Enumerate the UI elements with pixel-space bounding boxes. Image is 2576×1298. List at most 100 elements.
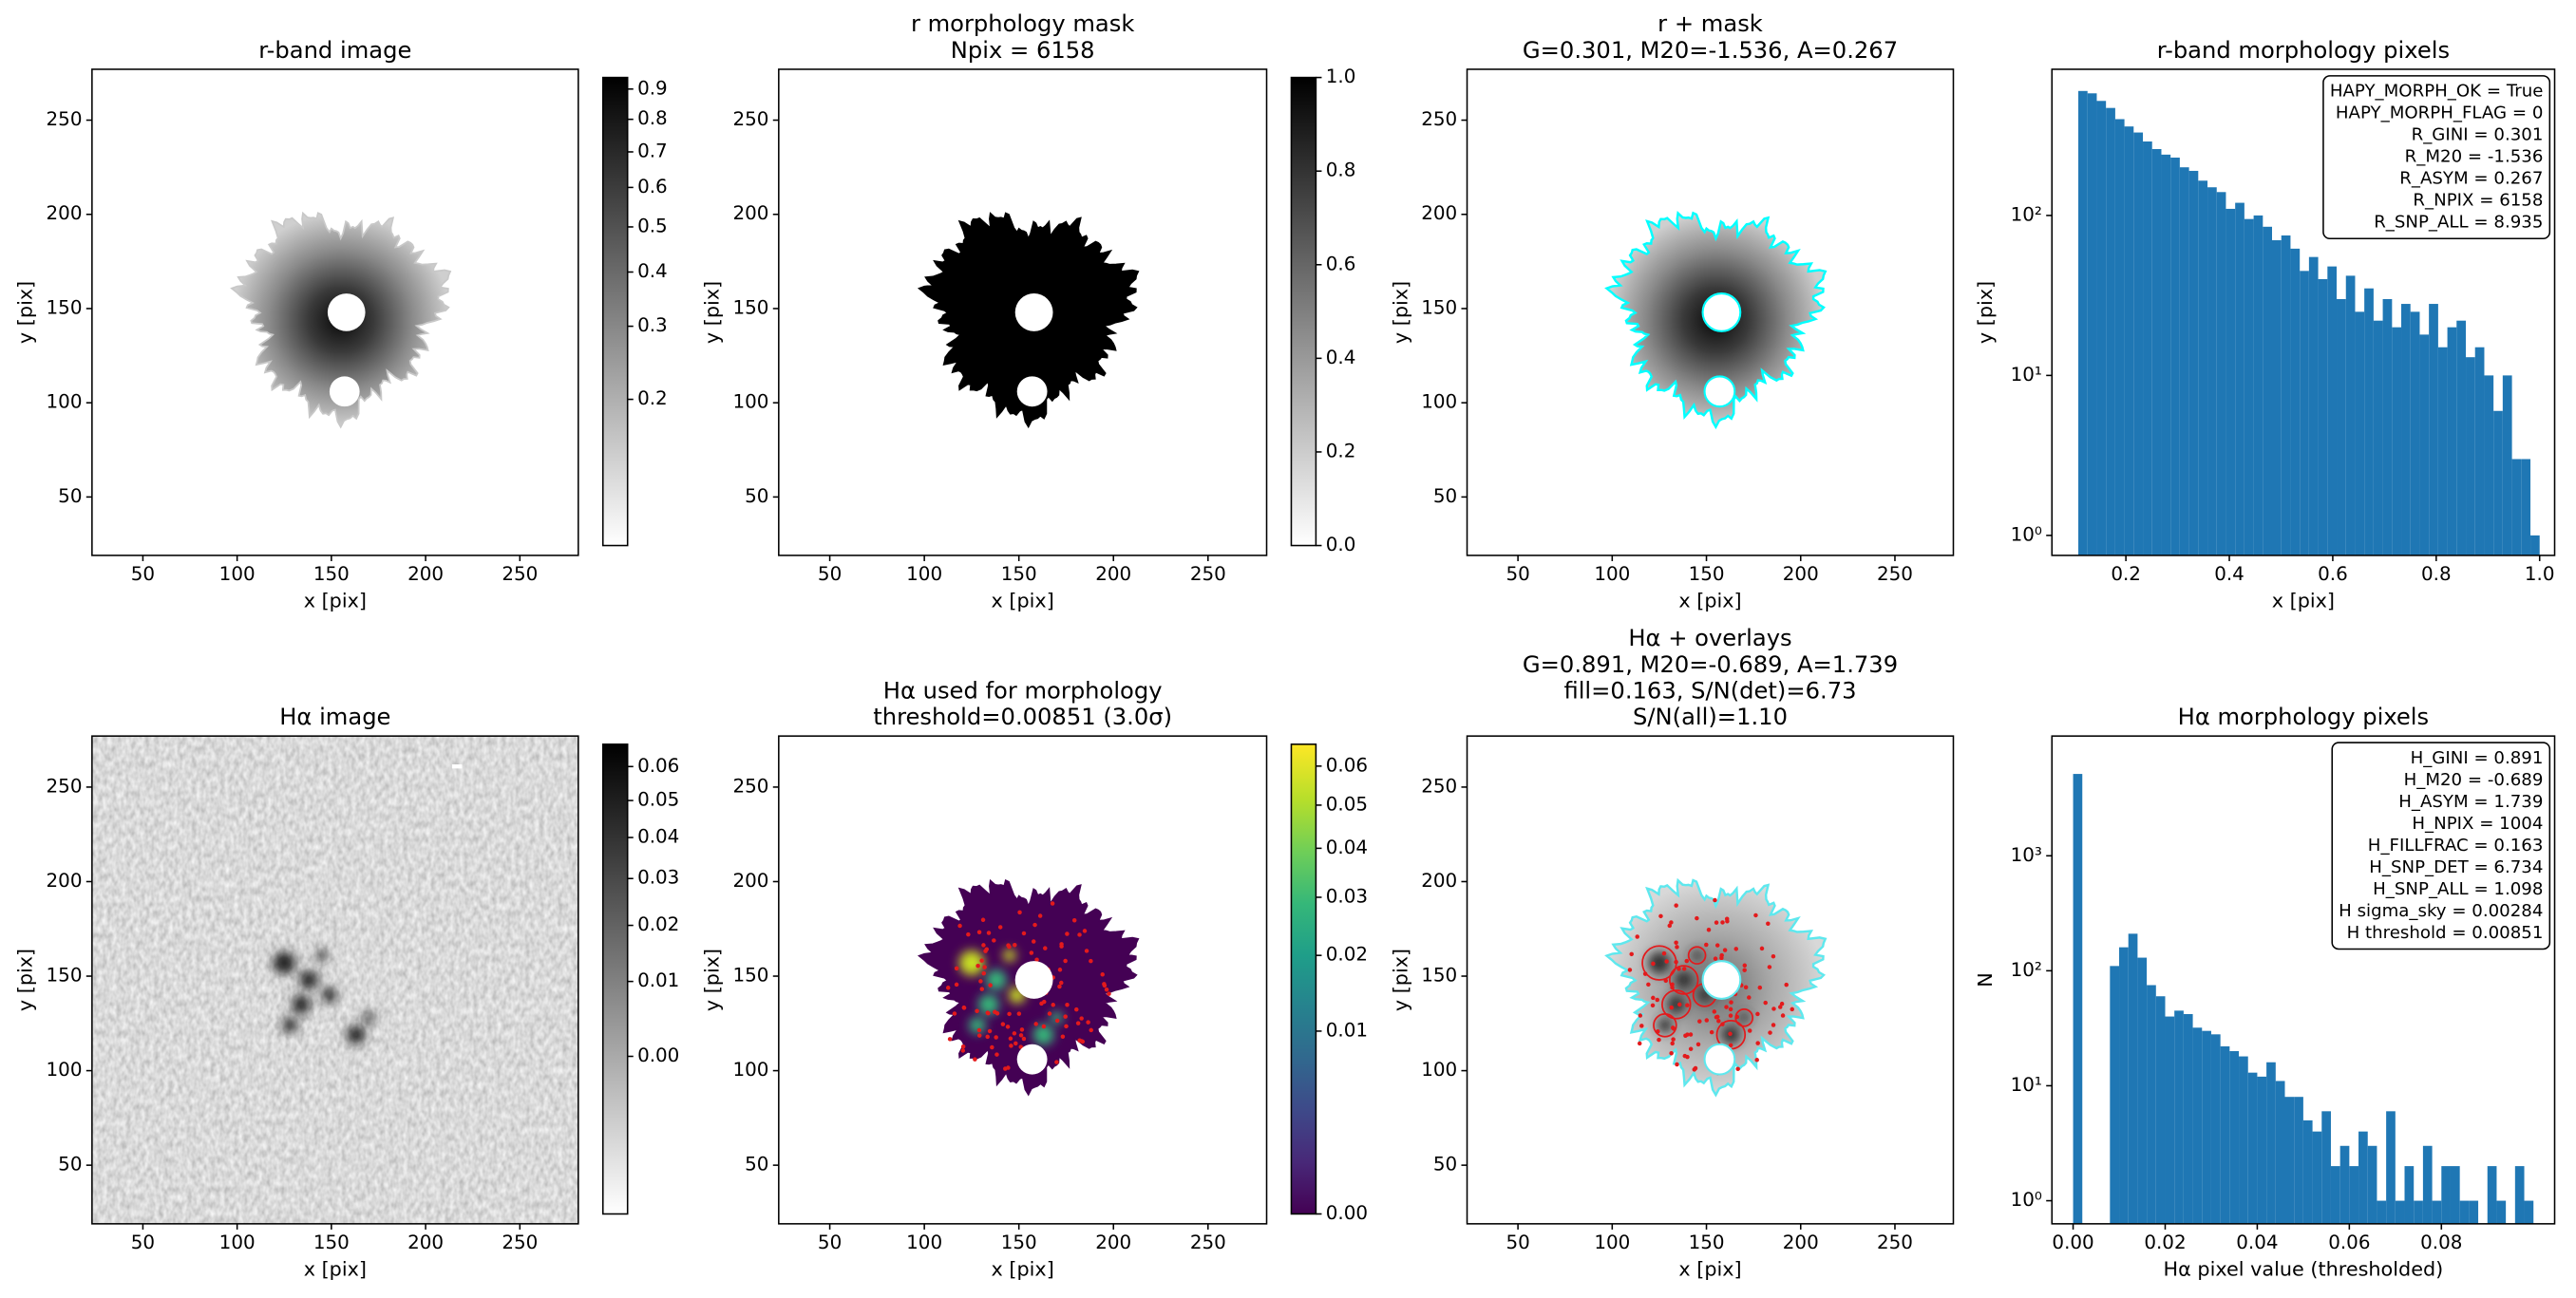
histogram-bar xyxy=(2339,1145,2350,1224)
histogram-bar xyxy=(2386,1111,2396,1224)
histogram-bar xyxy=(2401,304,2411,555)
peak-marker xyxy=(1753,912,1758,918)
peak-marker xyxy=(976,1027,982,1033)
peak-marker xyxy=(1638,1013,1643,1018)
peak-marker xyxy=(1104,987,1109,992)
emission-blob xyxy=(346,1025,366,1044)
peak-marker xyxy=(1695,915,1699,921)
panel-title: Hα morphology pixels xyxy=(2178,704,2430,730)
emission-blob xyxy=(363,1011,375,1024)
histogram-bar xyxy=(2441,1166,2451,1224)
peak-marker xyxy=(1670,982,1675,987)
histogram-bar xyxy=(2087,93,2097,555)
histogram-bar xyxy=(2395,1200,2405,1224)
x-tick-label: 100 xyxy=(906,1232,942,1253)
histogram-bar xyxy=(2321,1111,2331,1224)
peak-marker xyxy=(1675,945,1679,950)
peak-marker xyxy=(1768,1030,1772,1035)
x-tick-label: 200 xyxy=(1095,563,1131,585)
peak-marker xyxy=(1658,913,1663,919)
peak-marker xyxy=(1706,928,1712,932)
emission-blob xyxy=(292,994,312,1014)
histogram-bar xyxy=(2239,1056,2248,1224)
peak-marker xyxy=(1018,1044,1023,1049)
x-tick-label: 0.06 xyxy=(2328,1232,2370,1253)
peak-marker xyxy=(1688,1032,1694,1037)
y-tick-label: 150 xyxy=(47,296,83,318)
x-tick-label: 0.6 xyxy=(2318,563,2348,585)
colorbar-tick-label: 0.2 xyxy=(637,387,668,409)
peak-marker xyxy=(1790,1006,1794,1012)
histogram-bar xyxy=(2312,1131,2322,1224)
peak-marker xyxy=(1695,1042,1701,1047)
stats-line: H_ASYM = 1.739 xyxy=(2398,792,2543,812)
histogram-bar xyxy=(2133,132,2144,555)
y-tick-label: 250 xyxy=(733,775,769,797)
histogram-bar xyxy=(2487,1166,2497,1224)
peak-marker xyxy=(1013,943,1017,948)
peak-marker xyxy=(1714,943,1720,948)
histogram-bar xyxy=(2521,459,2531,555)
peak-marker xyxy=(1715,1014,1720,1020)
y-tick-label: 100 xyxy=(733,1059,769,1081)
stats-line: H_SNP_DET = 6.734 xyxy=(2369,857,2543,877)
peak-marker xyxy=(981,943,986,948)
colorbar-tick-label: 0.0 xyxy=(1326,534,1356,555)
peak-marker xyxy=(1009,1044,1013,1048)
peak-marker xyxy=(1047,1011,1052,1016)
histogram-bar xyxy=(2484,375,2494,555)
colorbar xyxy=(1290,76,1317,547)
histogram-bar xyxy=(2459,1200,2470,1224)
histogram-bar xyxy=(2266,1062,2276,1224)
emission-blob xyxy=(1666,994,1686,1014)
histogram-bar xyxy=(2429,304,2438,555)
histogram-bar xyxy=(2220,1045,2230,1224)
peak-marker xyxy=(1712,1009,1717,1014)
peak-marker xyxy=(1629,951,1634,957)
y-tick-label: 50 xyxy=(58,1154,82,1176)
peak-marker xyxy=(1724,1005,1729,1009)
colorbar-tick-label: 0.00 xyxy=(637,1044,679,1066)
peak-marker xyxy=(1003,1066,1008,1071)
emission-blob xyxy=(1050,1011,1064,1025)
x-tick-label: 50 xyxy=(818,563,842,585)
colorbar-tick-label: 0.06 xyxy=(637,755,679,777)
panel-title: r + mask xyxy=(1657,10,1763,37)
panel-title: Hα + overlays xyxy=(1628,625,1791,651)
peak-marker xyxy=(1713,897,1717,903)
histogram-bar xyxy=(2524,1200,2534,1224)
x-axis-label: x [pix] xyxy=(1678,589,1741,611)
peak-marker xyxy=(1747,995,1752,1000)
colorbar-tick-label: 0.4 xyxy=(1326,347,1356,368)
y-tick-label: 250 xyxy=(47,108,83,130)
peak-marker xyxy=(1016,1011,1022,1016)
histogram-bar xyxy=(2253,215,2263,555)
histogram-bar xyxy=(2198,180,2208,555)
peak-marker xyxy=(1037,913,1043,918)
histogram-bar xyxy=(2272,240,2282,555)
histogram-bar xyxy=(2281,235,2291,555)
stats-line: R_NPIX = 6158 xyxy=(2413,191,2543,211)
peak-marker xyxy=(990,1044,994,1050)
histogram-bar xyxy=(2327,266,2338,555)
peak-marker xyxy=(1722,948,1728,952)
peak-marker xyxy=(1777,1005,1783,1009)
peak-marker xyxy=(1041,1024,1047,1029)
histogram-bar xyxy=(2143,141,2152,555)
x-tick-label: 200 xyxy=(407,1232,444,1253)
x-tick-label: 100 xyxy=(906,563,942,585)
histogram-bar xyxy=(2263,226,2272,555)
panel-title: Npix = 6158 xyxy=(951,37,1095,64)
histogram-bar xyxy=(2210,1034,2221,1224)
stats-line: HAPY_MORPH_OK = True xyxy=(2330,82,2544,102)
emission-blob xyxy=(1032,1024,1054,1045)
x-tick-label: 150 xyxy=(313,1232,350,1253)
peak-marker xyxy=(1642,971,1648,976)
peak-marker xyxy=(1779,1001,1785,1006)
peak-marker xyxy=(1771,953,1776,959)
peak-marker xyxy=(960,1048,966,1053)
peak-marker xyxy=(979,958,984,963)
peak-marker xyxy=(1100,972,1105,977)
histogram-bar xyxy=(2410,311,2420,555)
